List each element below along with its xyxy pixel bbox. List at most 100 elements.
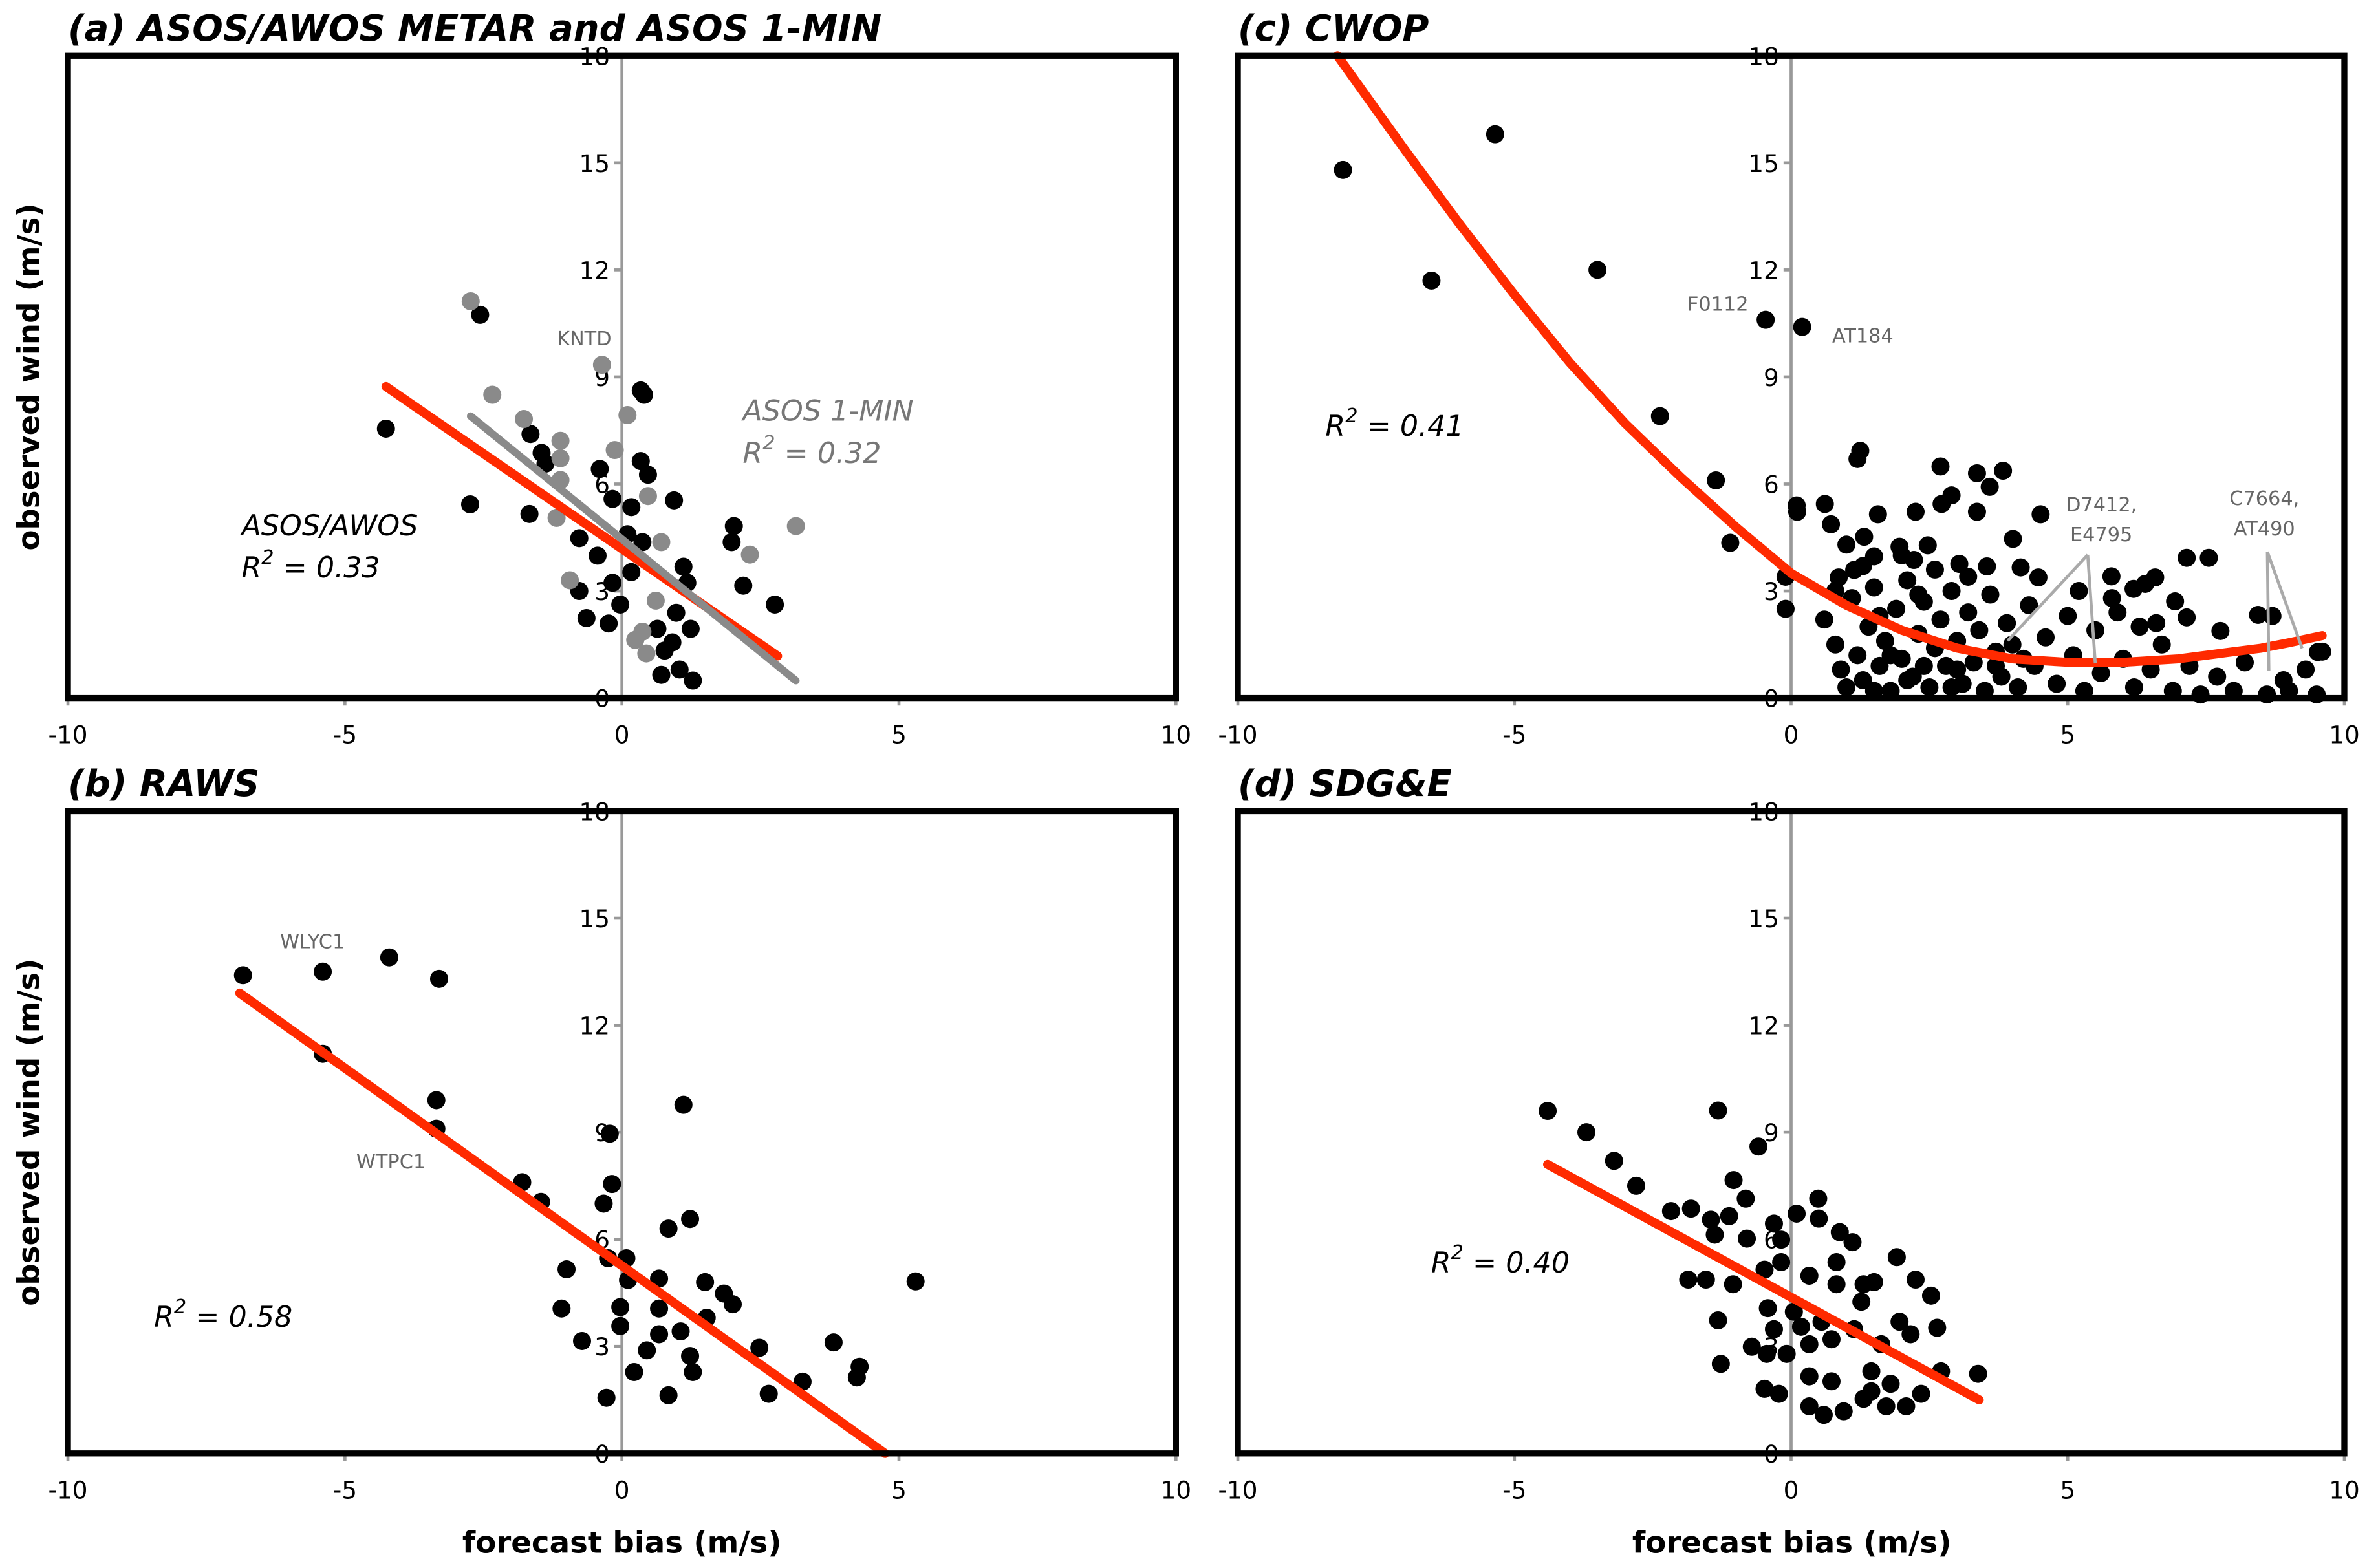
data-point — [1959, 603, 1978, 622]
data-point — [1890, 1313, 1909, 1331]
data-point — [603, 1175, 621, 1194]
data-point — [427, 1091, 446, 1110]
data-point — [734, 576, 753, 595]
data-point — [1822, 1330, 1841, 1349]
data-point — [551, 449, 570, 467]
plot-frame — [65, 52, 1179, 702]
data-point — [637, 644, 656, 663]
data-point — [906, 1272, 925, 1291]
series-cwop — [1334, 125, 2331, 704]
data-point — [2102, 567, 2121, 586]
x-tick-label: 5 — [891, 721, 907, 749]
data-point — [1702, 1210, 1720, 1229]
data-point — [551, 431, 570, 450]
fit-line — [1543, 1159, 1984, 1405]
data-point — [1854, 557, 1872, 575]
callout-line — [2265, 551, 2304, 649]
data-point — [674, 1095, 693, 1114]
r-superscript: 2 — [762, 432, 775, 455]
data-point — [611, 596, 630, 614]
data-point — [1969, 1364, 1987, 1383]
data-point — [638, 487, 657, 506]
y-tick-label: 12 — [579, 256, 611, 285]
data-point — [1918, 536, 1937, 555]
station-label: E4795 — [2070, 524, 2132, 546]
x-tick-label: 0 — [614, 1476, 630, 1505]
data-point — [1577, 1123, 1595, 1142]
data-point — [483, 385, 502, 404]
data-point — [667, 603, 686, 622]
data-point — [1605, 1152, 1623, 1170]
data-point — [1848, 646, 1867, 665]
data-point — [1881, 1375, 1900, 1393]
data-point — [1809, 1189, 1828, 1208]
data-point — [659, 1386, 678, 1404]
data-point — [2136, 575, 2155, 593]
data-point — [461, 292, 480, 310]
data-point — [1864, 1273, 1883, 1291]
data-point — [1486, 125, 1504, 144]
data-point — [671, 1322, 690, 1341]
data-point — [847, 1368, 866, 1387]
r-symbol: R — [742, 437, 762, 470]
data-point — [1822, 515, 1841, 533]
data-point — [681, 1210, 700, 1229]
data-point — [663, 633, 682, 652]
r-superscript: 2 — [1345, 405, 1357, 427]
data-point — [547, 508, 566, 527]
data-point — [674, 557, 693, 576]
data-point — [1967, 502, 1986, 521]
data-point — [2249, 606, 2267, 625]
data-point — [665, 491, 684, 510]
data-point — [429, 969, 448, 988]
y-tick-label: 12 — [579, 1012, 611, 1040]
x-tick-label: -5 — [333, 1476, 357, 1505]
data-point — [824, 1333, 843, 1352]
panel-title: (c) CWOP — [1238, 8, 1429, 50]
data-point — [625, 1362, 643, 1381]
data-point — [750, 1338, 769, 1357]
data-point — [1661, 1202, 1680, 1221]
data-point — [2297, 660, 2315, 679]
station-label: WLYC1 — [280, 931, 345, 954]
data-point — [2263, 607, 2282, 625]
y-tick-label: 15 — [579, 905, 611, 933]
data-point — [2020, 596, 2038, 615]
station-label: C7664, — [2229, 488, 2299, 510]
fit-line — [466, 412, 800, 685]
data-point — [2124, 678, 2143, 697]
data-point — [1848, 449, 1867, 468]
data-point — [650, 1269, 669, 1288]
data-point — [1914, 656, 1933, 675]
data-point — [2166, 592, 2185, 611]
data-point — [1906, 502, 1925, 521]
data-point — [2037, 628, 2055, 647]
y-tick-label: 12 — [1748, 1012, 1779, 1040]
data-point — [1822, 1372, 1841, 1391]
data-point — [1897, 1397, 1916, 1415]
data-point — [1967, 464, 1986, 482]
data-point — [1931, 610, 1950, 629]
data-point — [1721, 533, 1740, 552]
y-tick-label: 12 — [1748, 256, 1779, 285]
data-point — [1788, 1204, 1806, 1223]
data-point — [1769, 1384, 1788, 1403]
data-point — [1800, 1266, 1819, 1285]
plot-frame — [1235, 808, 2348, 1457]
data-point — [1964, 653, 1983, 672]
y-tick-label: 9 — [1764, 363, 1779, 392]
station-label: F0112 — [1687, 293, 1749, 316]
data-point — [2004, 530, 2022, 548]
data-point — [650, 1299, 669, 1318]
data-point — [590, 460, 609, 478]
data-point — [1921, 1286, 1940, 1305]
data-point — [1777, 1344, 1796, 1363]
data-point — [1898, 571, 1917, 590]
panel-title: (a) ASOS/AWOS METAR and ASOS 1-MIN — [68, 8, 881, 50]
data-point — [622, 563, 641, 581]
data-point — [1843, 1233, 1862, 1252]
data-point — [652, 665, 671, 684]
r-symbol: R — [154, 1301, 174, 1334]
data-point — [1978, 557, 1996, 575]
